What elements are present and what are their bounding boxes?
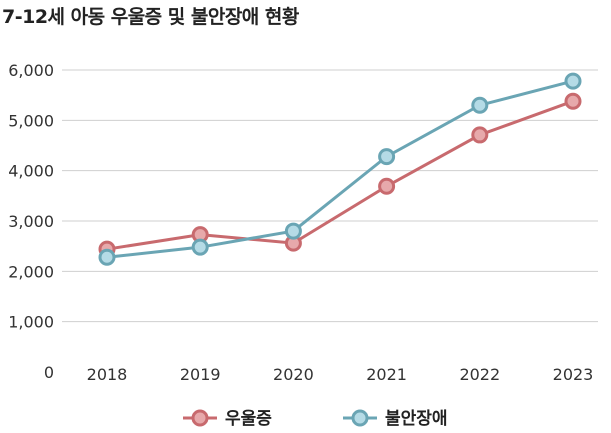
x-tick-label: 2023 [553, 365, 594, 384]
data-point [378, 177, 396, 195]
legend-marker [191, 409, 209, 427]
legend-marker [351, 409, 369, 427]
y-tick-label: 0 [44, 363, 54, 382]
data-point [284, 222, 302, 240]
data-point [564, 72, 582, 90]
x-tick-label: 2019 [180, 365, 221, 384]
y-tick-label: 3,000 [8, 212, 54, 231]
data-point [378, 148, 396, 166]
y-tick-label: 5,000 [8, 111, 54, 130]
series-line-1 [106, 99, 574, 251]
data-point [98, 248, 116, 266]
x-tick-label: 2021 [366, 365, 407, 384]
y-tick-label: 1,000 [8, 313, 54, 332]
data-point [191, 238, 209, 256]
chart-title: 7-12세 아동 우울증 및 불안장애 현황 [2, 6, 299, 28]
y-tick-label: 4,000 [8, 162, 54, 181]
data-point [471, 96, 489, 114]
legend-label: 불안장애 [385, 409, 448, 429]
legend-label: 우울증 [225, 409, 272, 429]
series-line-2 [106, 79, 574, 259]
x-tick-label: 2018 [87, 365, 128, 384]
x-tick-label: 2020 [273, 365, 314, 384]
data-point [564, 92, 582, 110]
y-tick-label: 6,000 [8, 61, 54, 80]
y-tick-label: 2,000 [8, 262, 54, 281]
data-point [471, 126, 489, 144]
x-tick-label: 2022 [459, 365, 500, 384]
